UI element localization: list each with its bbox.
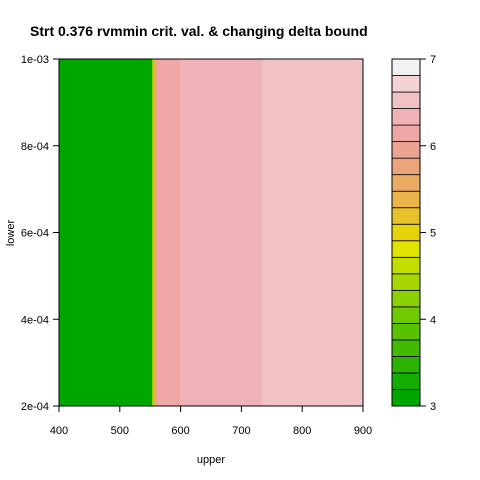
colorbar-tick-label: 5 [430,228,436,240]
colorbar-tick-label: 4 [430,314,436,326]
colorbar-swatch [391,389,421,407]
colorbar-swatch [391,108,421,126]
colorbar-tick-label: 3 [430,401,436,413]
colorbar-swatch [391,157,421,176]
colorbar-swatch [391,273,421,291]
x-axis-label: upper [197,454,225,466]
heatmap-band-4 [157,59,181,406]
y-tick-label: 8e-04 [21,141,49,153]
heatmap-band-6 [262,59,363,406]
colorbar-swatch [391,124,421,143]
heatmap-band-0 [59,59,153,406]
x-axis: 400 500 600 700 800 900 [50,406,372,437]
y-axis: 2e-04 4e-04 6e-04 8e-04 1e-03 [21,54,59,413]
x-tick-label: 900 [354,425,372,437]
colorbar-swatch [391,174,421,192]
colorbar-swatch [391,306,421,324]
colorbar-swatch [391,339,421,357]
colorbar-swatch [391,356,421,374]
colorbar: 3 4 5 6 7 [391,54,436,413]
colorbar-swatch [391,58,421,76]
heatmap-band-2 [153,59,156,406]
colorbar-swatch [391,289,421,308]
heatmap-band-3 [155,59,158,406]
colorbar-swatch [391,141,421,159]
heatmap-band-5 [180,59,263,406]
x-tick-label: 500 [111,425,129,437]
y-tick-label: 6e-04 [21,228,49,240]
colorbar-swatch [391,207,421,225]
heatmap-band-1 [152,59,154,406]
x-tick-label: 800 [293,425,311,437]
colorbar-swatch [391,372,421,390]
x-tick-label: 400 [50,425,68,437]
colorbar-swatch [391,75,421,93]
colorbar-swatch [391,190,421,209]
colorbar-swatch [391,322,421,341]
y-axis-label: lower [5,220,17,247]
y-tick-label: 2e-04 [21,401,49,413]
colorbar-swatch [391,223,421,242]
colorbar-tick-label: 7 [430,54,436,66]
colorbar-swatch [391,91,421,109]
colorbar-swatch [391,240,421,258]
y-tick-label: 1e-03 [21,54,49,66]
colorbar-tick-label: 6 [430,141,436,153]
chart-title: Strt 0.376 rvmmin crit. val. & changing … [30,23,368,39]
x-tick-label: 600 [171,425,189,437]
colorbar-swatch [391,256,421,275]
y-tick-label: 4e-04 [21,314,49,326]
plot-area [58,58,364,407]
x-tick-label: 700 [232,425,250,437]
